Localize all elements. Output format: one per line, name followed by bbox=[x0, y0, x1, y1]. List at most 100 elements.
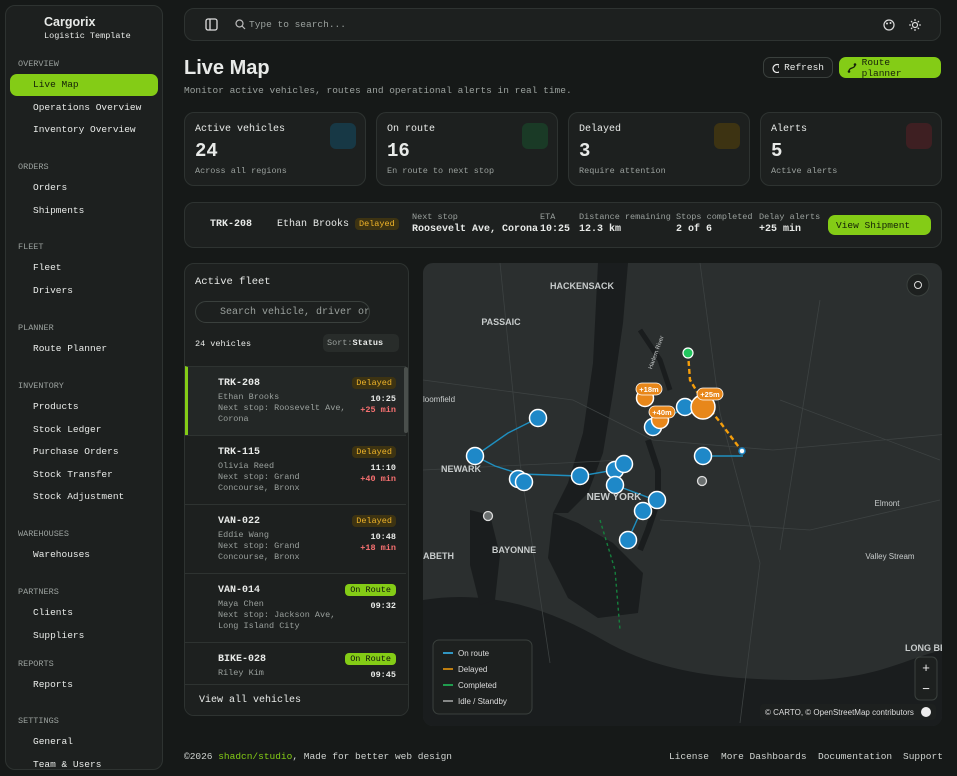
nav-item[interactable]: Clients bbox=[10, 602, 158, 624]
view-all-label: View all vehicles bbox=[199, 695, 302, 706]
stat-card: Active vehicles 24 Across all regions bbox=[184, 112, 366, 186]
vehicle-row[interactable]: VAN-022 Eddie Wang Next stop: Grand Concou… bbox=[185, 504, 406, 573]
vehicle-row[interactable]: TRK-208 Ethan Brooks Next stop: Roosevelt … bbox=[185, 366, 406, 435]
refresh-button[interactable]: Refresh bbox=[763, 57, 833, 78]
view-all-link[interactable]: View all vehicles bbox=[185, 684, 408, 715]
nav-item[interactable]: General bbox=[10, 731, 158, 753]
place-label: LONG BE bbox=[905, 643, 942, 653]
nav-item[interactable]: Route Planner bbox=[10, 338, 158, 360]
search-input[interactable]: Type to search... bbox=[249, 19, 346, 30]
nav-label: Fleet bbox=[33, 262, 62, 273]
fleet-search[interactable]: Search vehicle, driver or bbox=[195, 301, 370, 323]
place-label: NEW YORK bbox=[587, 492, 643, 503]
footer-link[interactable]: Support bbox=[903, 751, 943, 762]
nav-item[interactable]: Orders bbox=[10, 177, 158, 199]
vehicle-status: Delayed bbox=[352, 377, 396, 389]
idle-marker[interactable] bbox=[696, 475, 708, 487]
zoom-out[interactable]: − bbox=[922, 681, 930, 696]
palette-button[interactable] bbox=[883, 19, 895, 31]
section-title: OVERVIEW bbox=[18, 59, 59, 69]
vehicle-time: 10:48 bbox=[370, 532, 396, 542]
nav-item[interactable]: Live Map bbox=[10, 74, 158, 96]
stat-label: On route bbox=[387, 124, 436, 135]
completed-route bbox=[599, 519, 621, 631]
vehicle-status: On Route bbox=[345, 584, 396, 596]
section-title: PLANNER bbox=[18, 323, 54, 333]
footer-link[interactable]: More Dashboards bbox=[721, 751, 807, 762]
nav-item[interactable]: Stock Ledger bbox=[10, 419, 158, 441]
vehicle-next-stop: Next stop: Grand Concourse, Bronx bbox=[218, 472, 300, 493]
vehicle-marker[interactable] bbox=[605, 475, 625, 495]
field-label: Delay alerts bbox=[759, 212, 821, 222]
footer-link[interactable]: License bbox=[669, 751, 709, 762]
stat-icon bbox=[522, 123, 548, 149]
field-value: +25 min bbox=[759, 224, 802, 235]
sort-select[interactable]: Sort:Status bbox=[323, 334, 399, 352]
attribution: © CARTO, © OpenStreetMap contributors bbox=[765, 708, 914, 717]
stat-icon bbox=[714, 123, 740, 149]
locate-button[interactable] bbox=[906, 273, 930, 297]
footer-link[interactable]: Documentation bbox=[818, 751, 893, 762]
nav-item[interactable]: Stock Transfer bbox=[10, 464, 158, 486]
vehicle-id: VAN-014 bbox=[218, 585, 261, 596]
delay-badge bbox=[648, 405, 676, 419]
nav-item[interactable]: Warehouses bbox=[10, 544, 158, 566]
vehicle-marker[interactable] bbox=[570, 466, 590, 486]
vehicle-marker[interactable] bbox=[614, 454, 634, 474]
vehicle-marker[interactable] bbox=[647, 490, 667, 510]
vehicle-marker[interactable] bbox=[514, 472, 534, 492]
nav-item[interactable]: Suppliers bbox=[10, 625, 158, 647]
vehicle-row[interactable]: BIKE-028 Riley Kim On Route 09:45 bbox=[185, 642, 406, 711]
place-label: Elmont bbox=[875, 499, 901, 508]
nav-label: Warehouses bbox=[33, 549, 91, 560]
vehicle-marker[interactable] bbox=[528, 408, 548, 428]
status-badge: Delayed bbox=[355, 218, 399, 230]
vehicle-row[interactable]: TRK-115 Olivia Reed Next stop: Grand Conco… bbox=[185, 435, 406, 504]
stat-note: Active alerts bbox=[771, 166, 838, 176]
vehicle-marker[interactable] bbox=[465, 446, 485, 466]
stat-card: Delayed 3 Require attention bbox=[568, 112, 750, 186]
view-shipment-button[interactable]: View Shipment bbox=[828, 215, 931, 235]
nav-label: Clients bbox=[33, 607, 73, 618]
vehicle-marker[interactable] bbox=[618, 530, 638, 550]
vehicle-row[interactable]: VAN-014 Maya Chen Next stop: Jackson Ave, … bbox=[185, 573, 406, 642]
nav-item[interactable]: Purchase Orders bbox=[10, 441, 158, 463]
sidebar-toggle[interactable] bbox=[205, 18, 218, 31]
hudson-river bbox=[553, 263, 628, 513]
place-label: BAYONNE bbox=[492, 545, 536, 555]
idle-marker[interactable] bbox=[482, 510, 494, 522]
field-label: Next stop bbox=[412, 212, 458, 222]
roads bbox=[423, 263, 942, 724]
nav-label: Stock Adjustment bbox=[33, 491, 125, 502]
nav-item[interactable]: Shipments bbox=[10, 200, 158, 222]
section-title: ORDERS bbox=[18, 162, 49, 172]
vehicle-id: BIKE-028 bbox=[218, 654, 267, 665]
destination-marker bbox=[738, 447, 746, 455]
nav-item[interactable]: Reports bbox=[10, 674, 158, 696]
map[interactable]: HACKENSACK PASSAIC NEWARK NEW YORK BAYONNE El… bbox=[423, 263, 942, 726]
nav-item[interactable]: Products bbox=[10, 396, 158, 418]
place-label: Valley Stream bbox=[865, 552, 915, 561]
vehicle-delay: +18 min bbox=[360, 543, 396, 553]
nav-item[interactable]: Fleet bbox=[10, 257, 158, 279]
vehicle-marker[interactable] bbox=[693, 446, 713, 466]
footer-brand[interactable]: shadcn/studio bbox=[218, 751, 293, 762]
refresh-icon bbox=[772, 63, 780, 73]
stat-value: 24 bbox=[195, 140, 218, 162]
nav-item[interactable]: Team & Users bbox=[10, 754, 158, 776]
nav-item[interactable]: Operations Overview bbox=[10, 97, 158, 119]
refresh-label: Refresh bbox=[784, 62, 824, 73]
route-planner-label: Route planner bbox=[861, 56, 902, 79]
vehicle-marker[interactable] bbox=[633, 501, 653, 521]
vehicle-status: On Route bbox=[345, 653, 396, 665]
route-planner-button[interactable]: Route planner bbox=[839, 56, 941, 79]
nav-item[interactable]: Drivers bbox=[10, 280, 158, 302]
completed-marker bbox=[682, 347, 694, 359]
nav-item[interactable]: Stock Adjustment bbox=[10, 486, 158, 508]
place-label: HACKENSACK bbox=[550, 281, 615, 291]
nav-item[interactable]: Inventory Overview bbox=[10, 119, 158, 141]
theme-button[interactable] bbox=[909, 19, 921, 31]
page-subtitle: Monitor active vehicles, routes and oper… bbox=[184, 85, 572, 96]
zoom-in[interactable]: + bbox=[922, 660, 930, 675]
newark-bay bbox=[470, 510, 500, 605]
